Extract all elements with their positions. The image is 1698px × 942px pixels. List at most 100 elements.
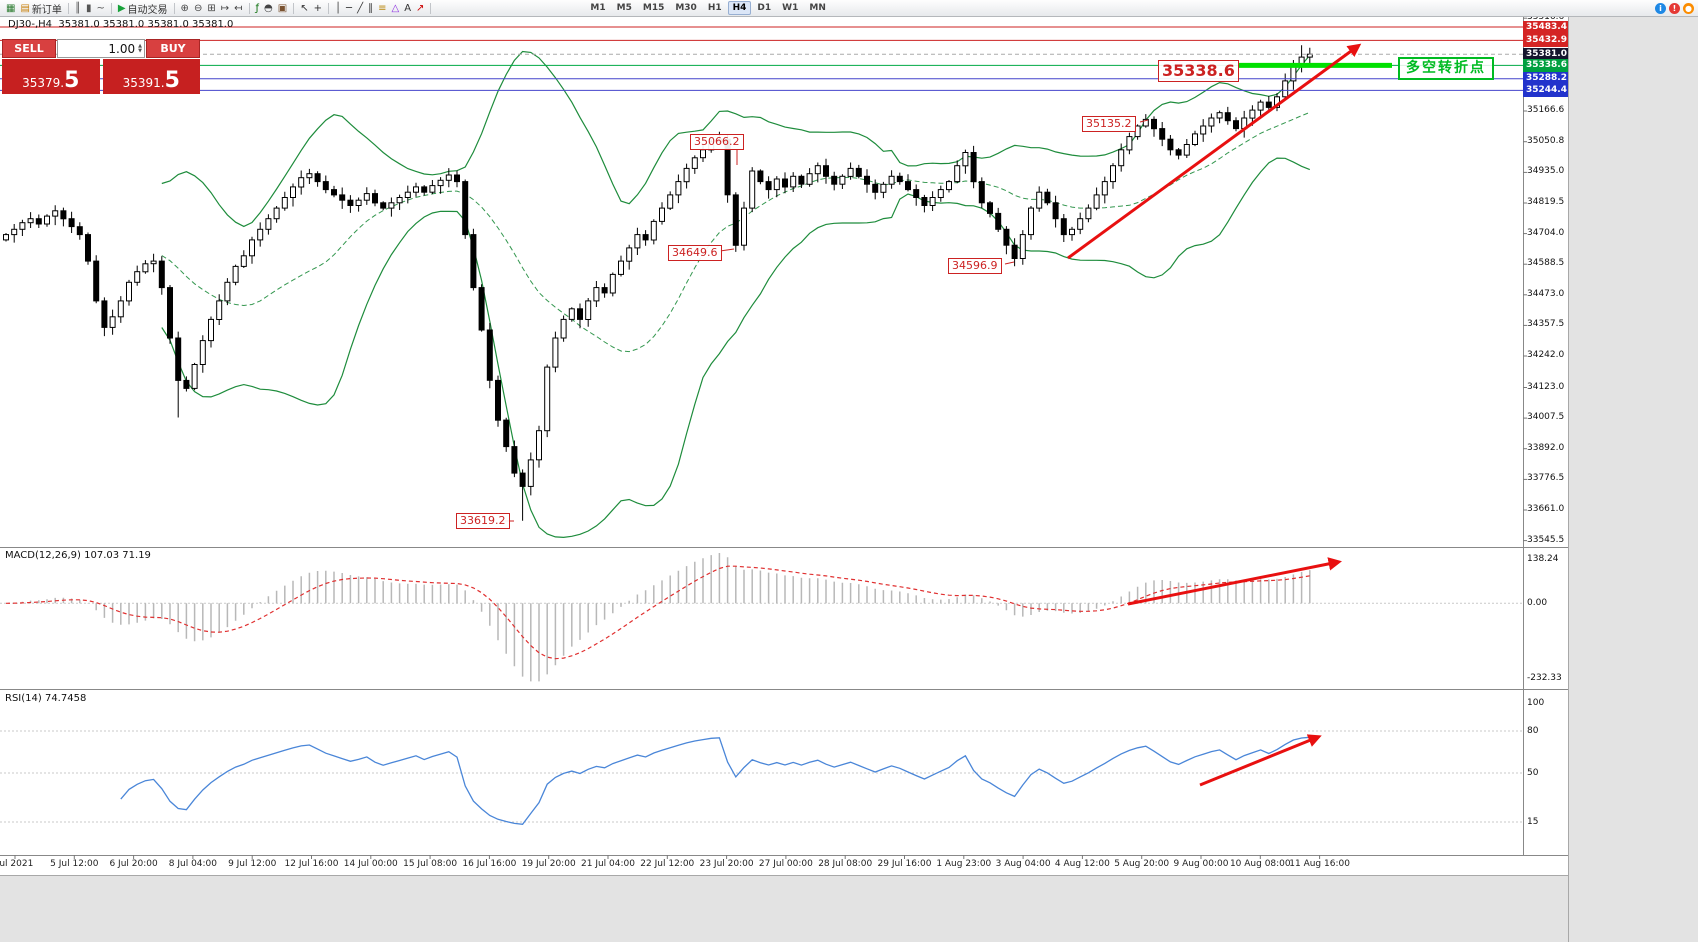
buy-button[interactable]: BUY — [146, 39, 200, 58]
timeframe-w1[interactable]: W1 — [782, 3, 799, 13]
sell-button[interactable]: SELL — [2, 39, 56, 58]
chart-shift-icon[interactable]: ↤ — [232, 1, 244, 16]
templates-icon[interactable]: ▣ — [276, 1, 289, 16]
text-icon[interactable]: A — [402, 1, 413, 16]
periods-icon: ◓ — [264, 2, 273, 14]
time-axis-label: 21 Jul 04:00 — [581, 859, 635, 869]
auto-scroll-icon[interactable]: ↦ — [219, 1, 231, 16]
buy-price-big: 5 — [164, 68, 180, 93]
timeframe-m5[interactable]: M5 — [616, 3, 632, 13]
channel-icon: ∥ — [368, 2, 374, 14]
time-axis-label: 12 Jul 16:00 — [284, 859, 339, 869]
fibonacci-icon: ≡ — [378, 2, 387, 14]
rsi-pane — [0, 730, 1523, 825]
shapes-icon[interactable]: △ — [389, 1, 401, 16]
workspace-bottom — [0, 875, 1568, 942]
line-chart-icon: ~ — [96, 2, 105, 14]
spinner-down-icon[interactable]: ▼ — [138, 47, 142, 54]
annotation-pointers — [505, 119, 1149, 522]
price-scale-label: 34357.5 — [1527, 319, 1565, 330]
sell-price-big: 5 — [64, 68, 80, 93]
rsi-scale-label: 15 — [1527, 817, 1539, 827]
time-axis-label: 4 Aug 12:00 — [1054, 859, 1110, 869]
volume-stepper[interactable]: ▲ ▼ — [138, 44, 142, 53]
timeframe-h4[interactable]: H4 — [727, 1, 752, 15]
alerts-icon[interactable]: ! — [1669, 2, 1680, 14]
time-axis-label: 9 Jul 12:00 — [228, 859, 277, 869]
timeframe-h1[interactable]: H1 — [707, 3, 722, 13]
price-scale-label: 34588.5 — [1527, 258, 1565, 269]
help-icon[interactable]: i — [1655, 2, 1666, 14]
line-chart-icon[interactable]: ~ — [94, 1, 106, 16]
tile-windows-icon: ⊞ — [207, 2, 216, 14]
zoom-out-icon[interactable]: ⊖ — [192, 1, 204, 16]
macd-histogram — [13, 553, 1311, 682]
auto-trading-button: ▶ — [117, 2, 126, 14]
periods-icon[interactable]: ◓ — [262, 1, 275, 16]
rsi-scale-label: 100 — [1527, 698, 1545, 708]
macd-scale-label: -232.33 — [1527, 672, 1562, 683]
bar-chart-icon[interactable]: ║ — [73, 1, 83, 16]
chart-canvas[interactable] — [0, 0, 1568, 942]
new-order-button-label: 新订单 — [31, 4, 62, 16]
timeframe-d1[interactable]: D1 — [757, 3, 772, 13]
arrows-icon[interactable]: ↗ — [414, 1, 426, 16]
time-axis-label: 3 Aug 04:00 — [995, 859, 1051, 869]
fibonacci-icon[interactable]: ≡ — [376, 1, 388, 16]
channel-icon[interactable]: ∥ — [366, 1, 375, 16]
trendline-icon: ╱ — [357, 2, 364, 14]
trend-arrows[interactable] — [1067, 43, 1362, 787]
cursor-icon: ↖ — [300, 2, 309, 14]
time-axis-label: 29 Jul 16:00 — [877, 859, 932, 869]
vline-icon[interactable]: │ — [333, 1, 343, 16]
candle-chart-icon[interactable]: ▮ — [84, 1, 94, 16]
cursor-icon[interactable]: ↖ — [298, 1, 310, 16]
price-annotation[interactable]: 35135.2 — [1082, 116, 1136, 132]
price-tag: 35244.4 — [1523, 83, 1568, 97]
horizontal-lines[interactable] — [0, 26, 1523, 91]
crosshair-icon[interactable]: + — [312, 1, 324, 16]
price-annotation[interactable]: 33619.2 — [456, 513, 510, 529]
indicators-icon: ƒ — [255, 2, 260, 14]
trendline-icon[interactable]: ╱ — [355, 1, 365, 16]
price-scale-label: 34704.0 — [1527, 227, 1565, 238]
zoom-in-icon[interactable]: ⊕ — [179, 1, 191, 16]
templates-icon: ▣ — [277, 2, 288, 14]
new-order-button[interactable]: ▤ 新订单 — [18, 1, 63, 16]
price-annotation[interactable]: 35338.6 — [1158, 60, 1239, 82]
price-scale-label: 34242.0 — [1527, 349, 1565, 360]
buy-price-block[interactable]: 35391. 5 — [102, 59, 200, 94]
price-tag: 35338.6 — [1523, 58, 1568, 72]
volume-input[interactable]: 1.00 ▲ ▼ — [57, 39, 145, 58]
timeframe-m1[interactable]: M1 — [590, 3, 606, 13]
macd-scale-label: 138.24 — [1527, 554, 1559, 565]
crosshair-icon: + — [313, 2, 322, 14]
timeframe-m15[interactable]: M15 — [642, 3, 665, 13]
sell-price-small: 35379. — [22, 76, 65, 90]
price-scale-label: 34819.5 — [1527, 196, 1565, 207]
tile-windows-icon[interactable]: ⊞ — [205, 1, 217, 16]
news-icon[interactable]: ● — [1683, 2, 1694, 14]
price-annotation[interactable]: 35066.2 — [690, 134, 744, 150]
price-scale-label: 35166.6 — [1527, 104, 1565, 115]
hline-icon[interactable]: ─ — [344, 1, 354, 16]
price-scale-label: 33545.5 — [1527, 534, 1565, 545]
price-annotation[interactable]: 34596.9 — [948, 258, 1002, 274]
turning-point-label[interactable]: 多空转折点 — [1398, 57, 1494, 80]
sell-price-block[interactable]: 35379. 5 — [2, 59, 100, 94]
timeframe-m30[interactable]: M30 — [675, 3, 697, 13]
auto-trading-button[interactable]: ▶ 自动交易 — [116, 1, 170, 16]
price-annotation[interactable]: 34649.6 — [668, 245, 722, 261]
new-order-button: ▤ — [20, 2, 30, 14]
spinner-up-icon[interactable]: ▲ — [138, 43, 142, 49]
bollinger-bands — [161, 50, 1311, 539]
chart-background[interactable] — [0, 17, 1568, 875]
indicators-icon[interactable]: ƒ — [254, 1, 262, 16]
macd-scale-label: 0.00 — [1527, 598, 1548, 609]
timeframe-mn[interactable]: MN — [809, 3, 826, 13]
price-tag: 35483.4 — [1523, 20, 1568, 34]
app-icon[interactable]: ▦ — [4, 1, 17, 16]
one-click-trading-panel: SELL 1.00 ▲ ▼ BUY 35379. 5 35391. 5 — [2, 39, 200, 94]
price-scale-label: 34935.0 — [1527, 166, 1565, 177]
price-scale-label: 34473.0 — [1527, 288, 1565, 299]
